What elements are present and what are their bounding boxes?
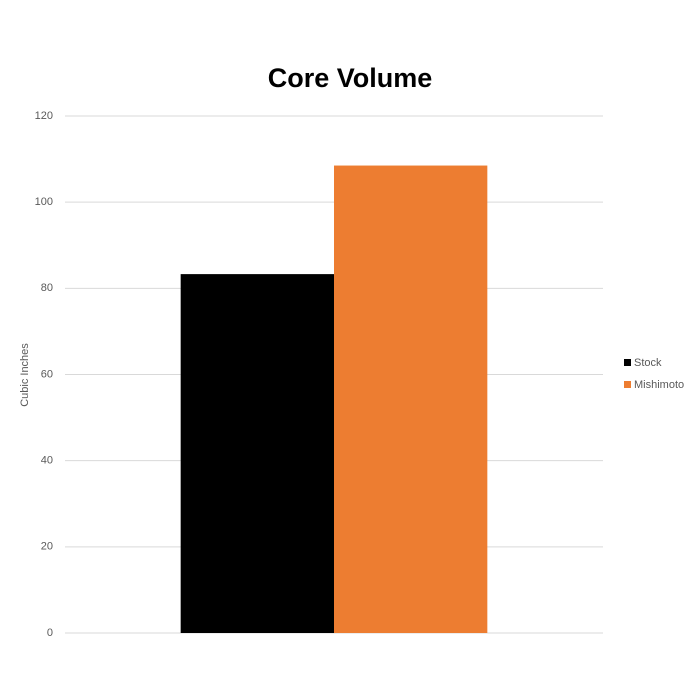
bar xyxy=(334,165,488,633)
legend-label: Stock xyxy=(634,357,662,369)
y-tick-label: 120 xyxy=(35,110,53,122)
y-tick-label: 80 xyxy=(41,282,53,294)
bar xyxy=(180,274,334,633)
legend-label: Mishimoto xyxy=(634,379,684,391)
y-tick-label: 40 xyxy=(41,455,53,467)
y-tick-label: 0 xyxy=(47,627,53,639)
legend-swatch xyxy=(624,359,631,366)
y-tick-label: 100 xyxy=(35,196,53,208)
chart-title: Core Volume xyxy=(268,63,433,93)
y-axis-label: Cubic Inches xyxy=(19,343,31,407)
legend-swatch xyxy=(624,381,631,388)
y-tick-label: 60 xyxy=(41,368,53,380)
y-tick-label: 20 xyxy=(41,541,53,553)
